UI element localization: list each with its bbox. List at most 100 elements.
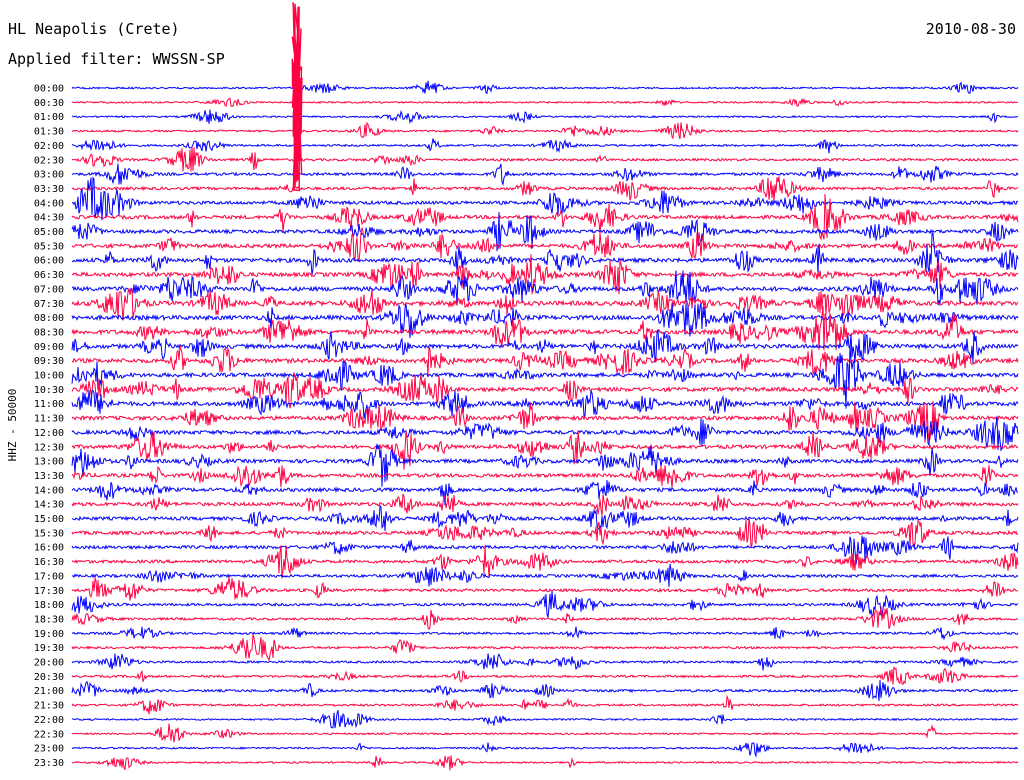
station-title: HL Neapolis (Crete) (8, 20, 180, 38)
row-time-label: 23:00 (34, 744, 64, 755)
trace-row-1730 (71, 576, 1019, 601)
trace-row-1830 (71, 606, 1018, 631)
row-time-label: 10:00 (34, 371, 64, 382)
row-time-label: 07:00 (34, 284, 64, 295)
trace-row-1530 (71, 518, 1019, 548)
row-time-label: 10:30 (34, 385, 64, 396)
row-time-label: 11:00 (34, 399, 64, 410)
row-time-label: 04:00 (34, 198, 64, 209)
row-time-label: 06:00 (34, 256, 64, 267)
trace-row-0700 (71, 270, 1019, 306)
row-time-label: 01:00 (34, 112, 64, 123)
row-time-label: 03:00 (34, 170, 64, 181)
row-time-label: 16:30 (34, 557, 64, 568)
trace-row-2200 (71, 709, 1019, 729)
trace-row-1030 (71, 373, 1019, 409)
row-time-label: 18:00 (34, 600, 64, 611)
trace-row-0800 (71, 302, 1019, 339)
row-time-label: 15:00 (34, 514, 64, 525)
trace-row-1500 (71, 504, 1019, 531)
row-time-label: 20:30 (34, 672, 64, 683)
row-time-label: 12:30 (34, 442, 64, 453)
trace-row-1630 (71, 545, 1019, 579)
trace-row-2300 (71, 742, 1019, 758)
trace-row-1600 (71, 535, 1019, 565)
trace-row-1230 (71, 430, 1019, 470)
row-time-label: 13:30 (34, 471, 64, 482)
trace-row-1130 (71, 401, 1019, 443)
trace-row-0230 (71, 146, 1019, 172)
row-time-label: 21:30 (34, 701, 64, 712)
trace-row-1300 (71, 443, 1019, 487)
trace-row-0530 (71, 227, 1019, 264)
trace-row-0900 (71, 329, 1019, 364)
row-time-label: 06:30 (34, 270, 64, 281)
row-time-label: 17:30 (34, 586, 64, 597)
trace-row-0130 (71, 121, 1019, 140)
filter-subtitle: Applied filter: WWSSN-SP (8, 50, 225, 68)
trace-row-0200 (71, 138, 1019, 154)
trace-group (71, 2, 1019, 771)
row-time-label: 21:00 (34, 686, 64, 697)
row-time-label: 22:00 (34, 715, 64, 726)
trace-row-1330 (71, 465, 1019, 488)
trace-row-0600 (71, 232, 1019, 275)
trace-row-0730 (71, 287, 1019, 321)
trace-row-1900 (71, 626, 1019, 641)
row-time-label: 20:00 (34, 658, 64, 669)
large-event-spike (291, 2, 303, 192)
row-time-label: 03:30 (34, 184, 64, 195)
trace-row-2230 (71, 723, 1019, 743)
row-time-label: 12:00 (34, 428, 64, 439)
trace-row-1400 (71, 480, 1019, 506)
row-time-label: 11:30 (34, 414, 64, 425)
row-time-label: 18:30 (34, 614, 64, 625)
trace-row-1430 (71, 492, 1019, 516)
row-time-label: 05:00 (34, 227, 64, 238)
row-time-label: 09:00 (34, 342, 64, 353)
row-time-label: 04:30 (34, 213, 64, 224)
trace-row-1100 (71, 390, 1019, 420)
row-time-label: 15:30 (34, 528, 64, 539)
row-time-label: 02:00 (34, 141, 64, 152)
row-time-label: 09:30 (34, 356, 64, 367)
row-time-label: 19:30 (34, 643, 64, 654)
row-time-label: 19:00 (34, 629, 64, 640)
trace-row-2130 (71, 694, 1019, 715)
row-time-label: 14:30 (34, 500, 64, 511)
channel-axis-label: HHZ - 50000 (6, 389, 19, 462)
trace-row-0330 (71, 176, 1019, 202)
row-time-label: 22:30 (34, 729, 64, 740)
row-time-label: 07:30 (34, 299, 64, 310)
row-time-label: 23:30 (34, 758, 64, 769)
tick-label-group: 00:00 00:30 01:00 01:30 02:00 02:30 03:00 03:30… (34, 84, 64, 769)
row-time-label: 01:30 (34, 127, 64, 138)
trace-row-1800 (71, 590, 1019, 618)
trace-row-1930 (71, 633, 1019, 662)
trace-row-0630 (71, 254, 1019, 295)
row-time-label: 05:30 (34, 241, 64, 252)
row-time-label: 00:30 (34, 98, 64, 109)
trace-row-2100 (71, 679, 1018, 701)
trace-row-0000 (71, 80, 1019, 95)
trace-row-0100 (71, 109, 1019, 125)
trace-row-2000 (71, 653, 1019, 671)
trace-row-0430 (71, 194, 1019, 241)
trace-row-0930 (71, 345, 1019, 376)
trace-row-1200 (71, 416, 1019, 452)
row-time-label: 02:30 (34, 155, 64, 166)
trace-row-1000 (71, 345, 1019, 409)
date-label: 2010-08-30 (925, 20, 1016, 38)
trace-row-2030 (71, 665, 1019, 686)
trace-row-0400 (71, 176, 1019, 221)
trace-row-0500 (71, 211, 1019, 252)
trace-row-1700 (71, 563, 1019, 587)
trace-row-2330 (71, 755, 1019, 771)
row-time-label: 13:00 (34, 457, 64, 468)
trace-row-0030 (72, 97, 1019, 108)
row-time-label: 16:00 (34, 543, 64, 554)
row-time-label: 00:00 (34, 84, 64, 95)
row-time-label: 14:00 (34, 485, 64, 496)
row-time-label: 08:00 (34, 313, 64, 324)
